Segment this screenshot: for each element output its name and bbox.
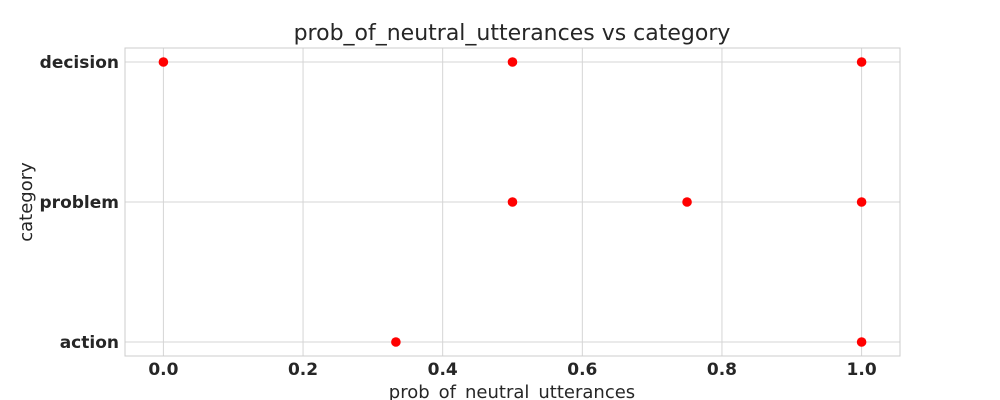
- y-tick-label: decision: [40, 53, 119, 73]
- x-tick-label: 0.6: [567, 360, 597, 380]
- data-point: [856, 57, 867, 67]
- x-tick-label: 0.2: [288, 360, 318, 380]
- data-point: [856, 197, 867, 207]
- chart-title: prob_of_neutral_utterances vs category: [294, 21, 731, 46]
- y-axis-label: category: [16, 162, 37, 242]
- data-point: [507, 197, 518, 207]
- x-tick-label: 0.4: [428, 360, 458, 380]
- data-point: [507, 57, 518, 67]
- y-tick-label: problem: [40, 193, 119, 213]
- x-tick-label: 0.0: [148, 360, 178, 380]
- x-axis-ticks: 0.0 0.2 0.4 0.6 0.8 1.0: [148, 360, 876, 380]
- data-point: [391, 337, 401, 347]
- x-axis-label: prob_of_neutral_utterances: [389, 382, 635, 400]
- data-point: [682, 197, 692, 207]
- data-point: [158, 57, 169, 67]
- plot-frame: [124, 47, 901, 357]
- data-points: [158, 57, 867, 347]
- x-tick-label: 1.0: [847, 360, 877, 380]
- data-point: [856, 337, 867, 347]
- y-tick-label: action: [60, 333, 119, 353]
- x-tick-label: 0.8: [707, 360, 737, 380]
- y-axis-ticks: action problem decision: [40, 53, 119, 353]
